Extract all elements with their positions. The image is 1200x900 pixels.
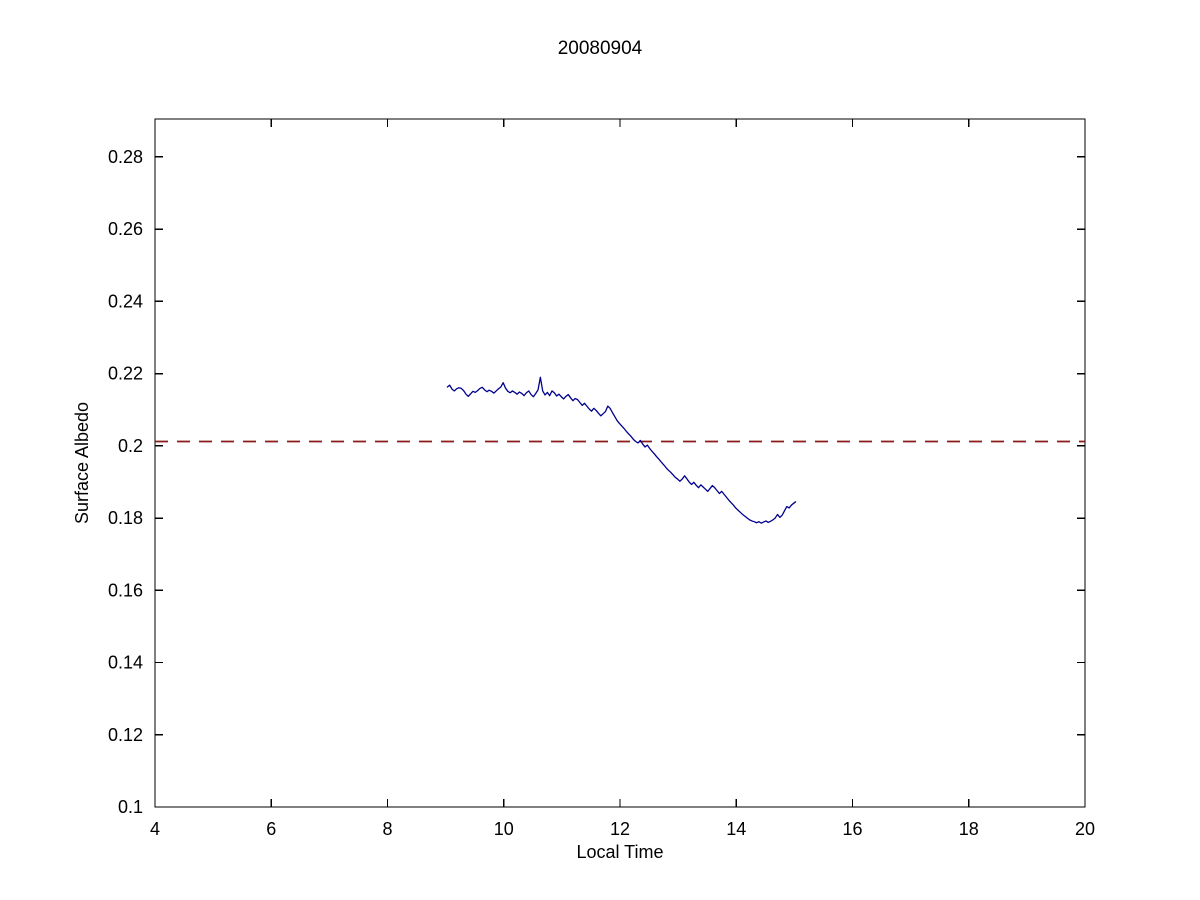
y-axis-label: Surface Albedo xyxy=(72,402,92,524)
x-tick-label: 16 xyxy=(842,819,862,839)
x-tick-label: 18 xyxy=(959,819,979,839)
y-tick-label: 0.22 xyxy=(108,364,143,384)
x-tick-label: 6 xyxy=(266,819,276,839)
y-tick-label: 0.26 xyxy=(108,219,143,239)
y-tick-label: 0.14 xyxy=(108,653,143,673)
x-tick-label: 10 xyxy=(494,819,514,839)
y-tick-label: 0.16 xyxy=(108,580,143,600)
y-axis-ticks xyxy=(155,156,1085,808)
y-tick-label: 0.1 xyxy=(118,797,143,817)
y-axis-tick-labels: 0.1 0.12 0.14 0.16 0.18 0.2 0.22 0.24 0.26 0.28 xyxy=(108,147,143,817)
y-tick-label: 0.28 xyxy=(108,147,143,167)
x-tick-label: 8 xyxy=(382,819,392,839)
x-axis-label: Local Time xyxy=(576,842,663,862)
x-tick-label: 14 xyxy=(726,819,746,839)
y-tick-label: 0.18 xyxy=(108,508,143,528)
x-tick-label: 20 xyxy=(1075,819,1095,839)
y-tick-label: 0.2 xyxy=(118,436,143,456)
surface-albedo-line xyxy=(446,376,797,524)
chart-title: 20080904 xyxy=(558,38,643,59)
data-series-layer xyxy=(155,376,1085,524)
x-tick-label: 12 xyxy=(610,819,630,839)
x-axis-ticks xyxy=(154,119,1086,807)
x-tick-label: 4 xyxy=(150,819,160,839)
y-tick-label: 0.24 xyxy=(108,291,143,311)
x-axis-tick-labels: 4 6 8 10 12 14 16 18 20 xyxy=(150,819,1095,839)
y-tick-label: 0.12 xyxy=(108,725,143,745)
